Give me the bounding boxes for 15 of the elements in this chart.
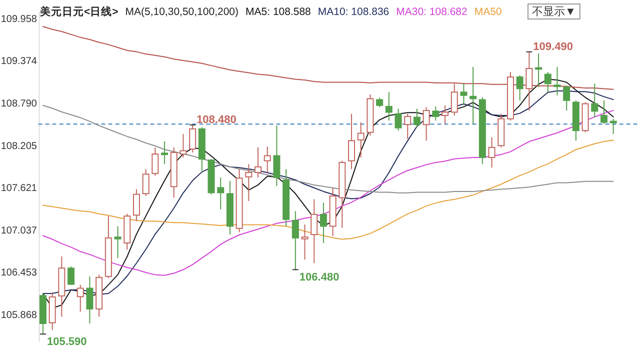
- header: 美元日元<日线> MA(5,10,30,50,100,200) MA5: 108.588 MA10: 108.836 MA30: 108.682 MA50: [40, 6, 502, 18]
- y-tick-label: 107.621: [0, 183, 37, 194]
- annotation: 109.490: [533, 40, 573, 53]
- y-tick-label: 109.374: [0, 56, 37, 68]
- y-tick-label: 109.958: [0, 14, 37, 25]
- y-tick-label: 105.868: [0, 310, 37, 321]
- y-tick-label: 106.453: [0, 268, 37, 279]
- annotation: 不显示▼: [532, 6, 576, 18]
- y-tick-label: 108.205: [0, 140, 37, 152]
- y-tick-label: 108.790: [0, 98, 37, 110]
- button: 不显示▼: [528, 4, 580, 20]
- annotation: 106.480: [299, 272, 340, 284]
- y-tick-label: 107.037: [0, 225, 37, 236]
- annotation: 105.590: [46, 336, 87, 348]
- annotation: 108.480: [196, 114, 236, 126]
